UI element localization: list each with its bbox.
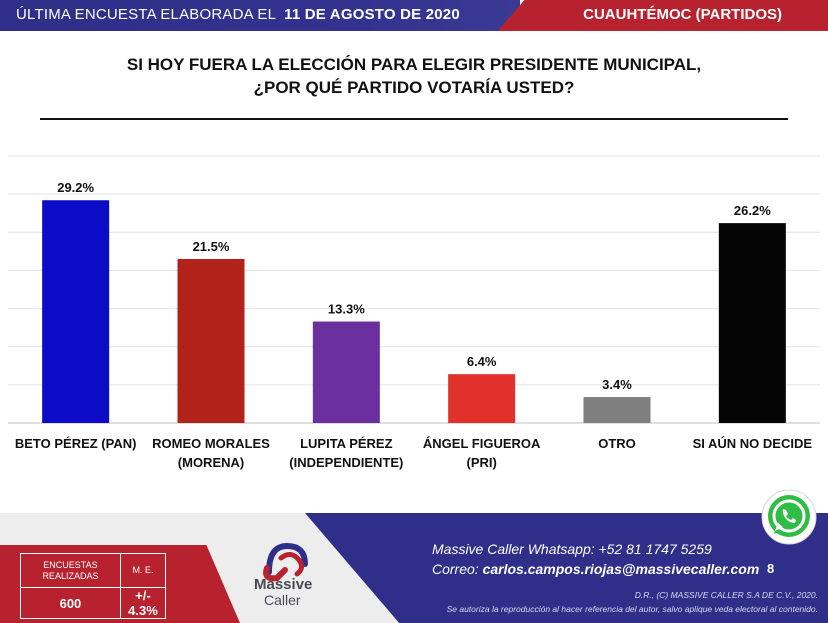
email-contact: Correo: carlos.campos.riojas@massivecall…	[432, 561, 759, 577]
data-label: 6.4%	[467, 354, 497, 369]
logo-text-caller: Caller	[264, 592, 301, 608]
margin-error-value: +/- 4.3%	[119, 587, 167, 619]
title-divider	[40, 118, 788, 120]
survey-date-value: 11 DE AGOSTO DE 2020	[284, 6, 460, 23]
category-label: LUPITA PÉREZ	[300, 436, 393, 451]
whatsapp-icon[interactable]	[760, 488, 818, 546]
data-label: 3.4%	[602, 377, 632, 392]
category-label: (PRI)	[466, 455, 496, 470]
bar	[177, 258, 245, 423]
question-title: SI HOY FUERA LA ELECCIÓN PARA ELEGIR PRE…	[0, 53, 828, 99]
category-label: BETO PÉREZ (PAN)	[15, 436, 137, 451]
survey-date-text: ÚLTIMA ENCUESTA ELABORADA EL 11 DE AGOSTO…	[16, 6, 460, 23]
category-label: (INDEPENDIENTE)	[289, 455, 403, 470]
survey-stats-table: ENCUESTAS REALIZADAS M. E. 600 +/- 4.3%	[20, 553, 167, 619]
category-label: ÁNGEL FIGUEROA	[423, 436, 541, 451]
region-title: CUAUHTÉMOC (PARTIDOS)	[583, 6, 782, 23]
bar	[583, 397, 651, 423]
email-label: Correo:	[432, 561, 483, 577]
bar	[718, 223, 786, 423]
data-label: 13.3%	[328, 302, 365, 317]
footer-blue-band	[305, 513, 828, 623]
massive-caller-logo-icon	[263, 542, 308, 582]
bar	[448, 374, 516, 423]
question-line-2: ¿POR QUÉ PARTIDO VOTARÍA USTED?	[253, 78, 575, 97]
reproduction-notice: Se autoriza la reproducción al hacer ref…	[446, 604, 818, 614]
bar-chart-svg: 29.2% BETO PÉREZ (PAN) 21.5% ROMEO MORALES (…	[8, 155, 820, 470]
copyright-text: D.R., (C) MASSIVE CALLER S.A DE C.V., 20…	[634, 590, 818, 600]
page-number: 8	[767, 561, 775, 576]
survey-date-label: ÚLTIMA ENCUESTA ELABORADA EL	[16, 6, 277, 23]
category-label: (MORENA)	[178, 455, 244, 470]
logo-text-massive: Massive	[254, 576, 313, 593]
data-label: 29.2%	[57, 180, 94, 195]
header-bar: ÚLTIMA ENCUESTA ELABORADA EL 11 DE AGOSTO…	[0, 0, 828, 31]
whatsapp-contact: Massive Caller Whatsapp: +52 81 1747 525…	[432, 541, 712, 557]
bar-chart: 29.2% BETO PÉREZ (PAN) 21.5% ROMEO MORALES (…	[8, 150, 820, 480]
category-label: SI AÚN NO DECIDE	[693, 436, 813, 451]
question-line-1: SI HOY FUERA LA ELECCIÓN PARA ELEGIR PRE…	[126, 55, 702, 74]
category-label: OTRO	[598, 436, 636, 451]
category-label: ROMEO MORALES	[152, 436, 270, 451]
data-label: 21.5%	[193, 239, 230, 254]
data-label: 26.2%	[734, 203, 771, 218]
email-address[interactable]: carlos.campos.riojas@massivecaller.com	[482, 561, 760, 577]
bar	[312, 321, 380, 423]
margin-error-label: M. E.	[119, 553, 167, 588]
header-blue-band	[0, 0, 520, 31]
bar	[42, 200, 110, 423]
surveys-label: ENCUESTAS REALIZADAS	[20, 553, 121, 588]
surveys-value: 600	[20, 587, 121, 619]
header-red-band	[498, 0, 828, 31]
